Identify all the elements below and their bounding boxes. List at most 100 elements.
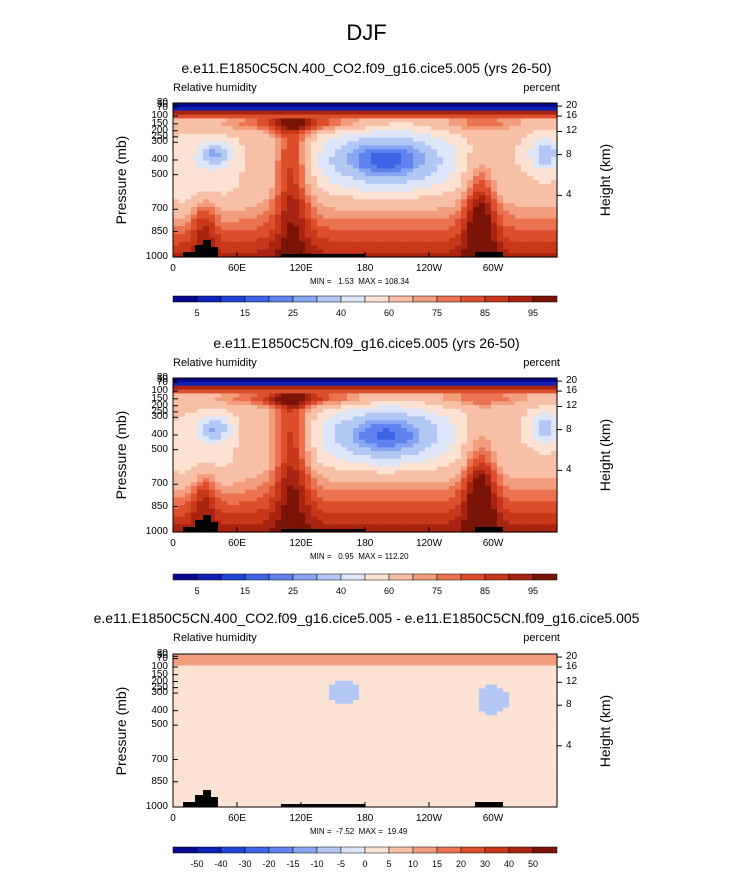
- field-cell: [347, 241, 354, 247]
- field-cell: [239, 183, 246, 189]
- field-cell: [449, 237, 456, 243]
- field-cell: [533, 435, 540, 441]
- field-cell: [371, 401, 378, 406]
- field-cell: [269, 466, 276, 471]
- field-cell: [179, 439, 186, 445]
- field-cell: [533, 385, 540, 391]
- field-cell: [377, 237, 384, 243]
- field-cell: [311, 103, 318, 108]
- field-cell: [275, 126, 282, 131]
- field-cell: [383, 230, 390, 235]
- field-cell: [269, 443, 276, 448]
- field-cell: [335, 133, 342, 139]
- field-cell: [365, 455, 372, 460]
- field-cell: [437, 172, 444, 177]
- field-cell: [371, 378, 378, 383]
- field-cell: [533, 474, 540, 479]
- field-cell: [173, 218, 180, 223]
- field-cell: [347, 245, 354, 250]
- field-cell: [389, 137, 396, 143]
- field-cell: [209, 397, 216, 402]
- field-cell: [251, 183, 258, 189]
- field-cell: [443, 497, 450, 502]
- field-cell: [317, 191, 324, 196]
- colorbar-box: [196, 295, 222, 303]
- field-cell: [197, 485, 204, 491]
- field-cell: [275, 191, 282, 196]
- field-cell: [353, 172, 360, 177]
- field-cell: [353, 428, 360, 433]
- field-cell: [191, 164, 198, 170]
- field-cell: [443, 505, 450, 510]
- field-cell: [455, 431, 462, 437]
- field-cell: [365, 489, 372, 495]
- field-cell: [389, 241, 396, 247]
- field-cell: [341, 462, 348, 468]
- field-cell: [257, 485, 264, 491]
- field-cell: [479, 393, 486, 398]
- field-cell: [509, 462, 516, 468]
- field-cell: [209, 237, 216, 243]
- field-cell: [473, 439, 480, 445]
- field-cell: [521, 485, 528, 491]
- field-cell: [449, 416, 456, 421]
- field-cell: [245, 431, 252, 437]
- field-cell: [491, 466, 498, 471]
- field-cell: [281, 497, 288, 502]
- field-cell: [479, 443, 486, 448]
- field-cell: [509, 156, 516, 162]
- field-cell: [239, 462, 246, 468]
- field-cell: [533, 245, 540, 250]
- field-cell: [185, 137, 192, 143]
- field-cell: [197, 408, 204, 414]
- field-cell: [305, 164, 312, 170]
- field-cell: [263, 141, 270, 146]
- field-cell: [179, 230, 186, 235]
- field-cell: [359, 114, 366, 119]
- field-cell: [281, 249, 288, 254]
- field-cell: [185, 481, 192, 487]
- field-cell: [257, 133, 264, 139]
- field-cell: [227, 443, 234, 448]
- field-cell: [473, 435, 480, 441]
- field-cell: [389, 458, 396, 464]
- field-cell: [197, 439, 204, 445]
- field-cell: [419, 389, 426, 394]
- field-cell: [509, 237, 516, 243]
- field-cell: [389, 183, 396, 189]
- field-cell: [509, 137, 516, 143]
- field-cell: [353, 203, 360, 208]
- field-cell: [485, 230, 492, 235]
- field-cell: [431, 389, 438, 394]
- field-cell: [401, 505, 408, 510]
- field-cell: [233, 199, 240, 204]
- field-cell: [527, 114, 534, 119]
- field-cell: [239, 378, 246, 383]
- field-cell: [479, 168, 486, 173]
- field-cell: [431, 245, 438, 250]
- field-cell: [521, 501, 528, 506]
- field-cell: [509, 253, 516, 258]
- field-cell: [449, 466, 456, 471]
- field-cell: [413, 133, 420, 139]
- field-cell: [455, 187, 462, 193]
- field-cell: [407, 249, 414, 254]
- field-cell: [239, 431, 246, 437]
- field-cell: [209, 218, 216, 223]
- field-cell: [335, 493, 342, 498]
- field-cell: [437, 412, 444, 418]
- field-cell: [245, 176, 252, 181]
- field-cell: [443, 401, 450, 406]
- field-cell: [365, 443, 372, 448]
- field-cell: [227, 126, 234, 131]
- field-cell: [263, 199, 270, 204]
- field-cell: [527, 485, 534, 491]
- field-cell: [287, 153, 294, 158]
- field-cell: [299, 210, 306, 216]
- field-cell: [461, 141, 468, 146]
- field-cell: [533, 512, 540, 518]
- field-cell: [521, 443, 528, 448]
- field-cell: [341, 458, 348, 464]
- field-cell: [251, 412, 258, 418]
- field-cell: [335, 168, 342, 173]
